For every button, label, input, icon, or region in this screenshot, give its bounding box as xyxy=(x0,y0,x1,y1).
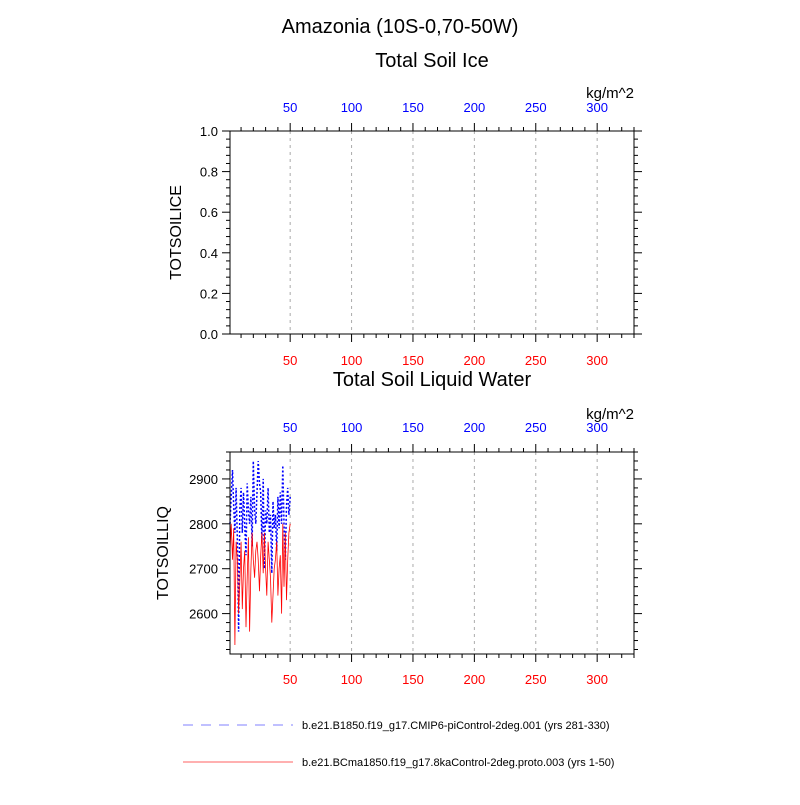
x-tick-label-top: 50 xyxy=(283,420,297,435)
legend-label-2: b.e21.BCma1850.f19_g17.8kaControl-2deg.p… xyxy=(302,757,614,769)
y-tick-label: 2700 xyxy=(189,562,218,577)
x-tick-label-top: 300 xyxy=(586,100,608,115)
x-tick-label-top: 250 xyxy=(525,100,547,115)
chart-panel-1: Total Soil Ice kg/m^2 TOTSOILICE 50 50 100 100… xyxy=(168,50,642,368)
x-tick-label-bottom: 200 xyxy=(464,672,486,687)
x-tick-label-bottom: 300 xyxy=(586,672,608,687)
y-tick-label: 0.8 xyxy=(200,165,218,180)
y-tick-label: 2900 xyxy=(189,472,218,487)
units-label: kg/m^2 xyxy=(586,406,634,423)
x-tick-label-bottom: 150 xyxy=(402,672,424,687)
y-tick-label: 2600 xyxy=(189,607,218,622)
legend: b.e21.B1850.f19_g17.CMIP6-piControl-2deg… xyxy=(183,720,614,769)
x-tick-label-bottom: 150 xyxy=(402,353,424,368)
x-tick-label-bottom: 100 xyxy=(341,672,363,687)
x-tick-label-bottom: 50 xyxy=(283,672,297,687)
y-tick-label: 0.4 xyxy=(200,246,218,261)
x-tick-label-top: 150 xyxy=(402,100,424,115)
x-tick-label-top: 300 xyxy=(586,420,608,435)
y-tick-label: 2800 xyxy=(189,517,218,532)
chart-panel-2: Total Soil Liquid Water kg/m^2 TOTSOILLIQ 5… xyxy=(155,369,642,687)
y-tick-label: 1.0 xyxy=(200,124,218,139)
suptitle: Amazonia (10S-0,70-50W) xyxy=(282,16,519,38)
x-tick-label-bottom: 50 xyxy=(283,353,297,368)
x-tick-label-top: 100 xyxy=(341,420,363,435)
x-tick-label-bottom: 250 xyxy=(525,672,547,687)
plot-frame xyxy=(229,130,635,335)
y-tick-label: 0.2 xyxy=(200,286,218,301)
plot-frame xyxy=(229,451,635,655)
y-axis-label: TOTSOILICE xyxy=(168,185,185,280)
chart-title: Total Soil Ice xyxy=(375,50,488,72)
y-tick-label: 0.6 xyxy=(200,205,218,220)
x-tick-label-top: 50 xyxy=(283,100,297,115)
x-tick-label-top: 150 xyxy=(402,420,424,435)
x-tick-label-bottom: 200 xyxy=(464,353,486,368)
x-tick-label-bottom: 300 xyxy=(586,353,608,368)
y-tick-label: 0.0 xyxy=(200,327,218,342)
x-tick-label-top: 200 xyxy=(464,420,486,435)
series-line-2 xyxy=(229,523,291,646)
units-label: kg/m^2 xyxy=(586,85,634,102)
x-tick-label-top: 250 xyxy=(525,420,547,435)
x-tick-label-bottom: 250 xyxy=(525,353,547,368)
chart-title: Total Soil Liquid Water xyxy=(333,369,532,391)
y-axis-label: TOTSOILLIQ xyxy=(155,506,172,600)
x-tick-label-bottom: 100 xyxy=(341,353,363,368)
legend-label-1: b.e21.B1850.f19_g17.CMIP6-piControl-2deg… xyxy=(302,720,610,732)
x-tick-label-top: 100 xyxy=(341,100,363,115)
x-tick-label-top: 200 xyxy=(464,100,486,115)
